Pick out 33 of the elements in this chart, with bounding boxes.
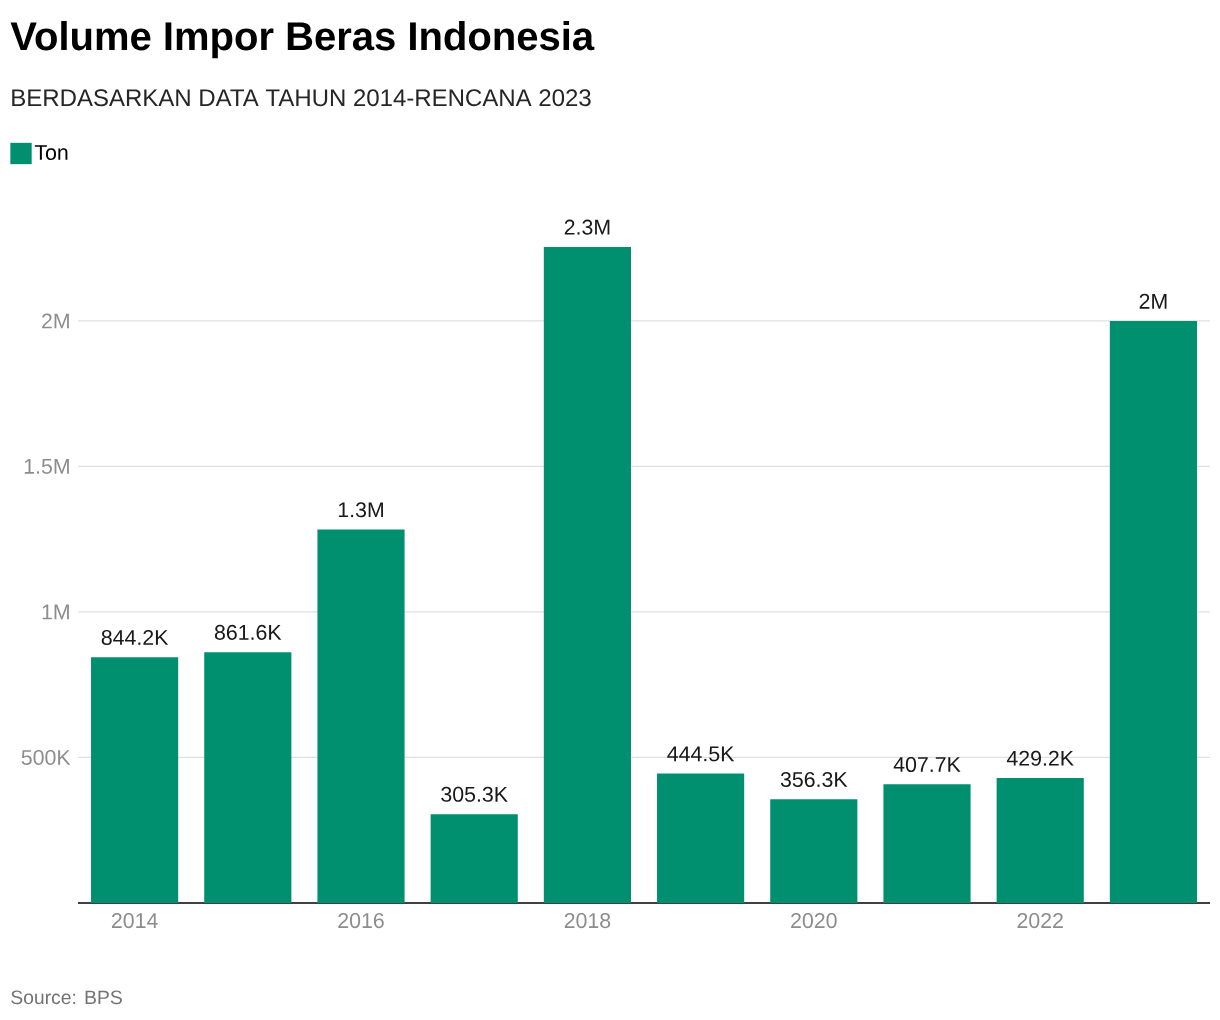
x-tick-label: 2016 bbox=[338, 913, 384, 929]
data-label: 2.3M bbox=[564, 219, 610, 235]
bar bbox=[770, 799, 858, 903]
bar bbox=[883, 784, 971, 903]
data-label: 407.7K bbox=[893, 756, 961, 773]
bar bbox=[204, 652, 292, 903]
x-tick-label: 2014 bbox=[111, 913, 158, 929]
data-label: 305.3K bbox=[441, 786, 508, 802]
legend-label: Ton bbox=[34, 145, 68, 161]
bar bbox=[430, 814, 518, 903]
data-label: 2M bbox=[1139, 293, 1167, 309]
bar bbox=[91, 657, 179, 903]
data-label: 444.5K bbox=[667, 746, 735, 762]
data-label: 844.2K bbox=[101, 629, 169, 646]
y-tick-label: 500K bbox=[21, 749, 71, 766]
y-tick-label: 1.5M bbox=[24, 458, 69, 474]
data-label: 861.6K bbox=[214, 624, 282, 640]
bar bbox=[543, 246, 631, 903]
x-tick-label: 2018 bbox=[564, 913, 611, 929]
bar bbox=[317, 529, 405, 903]
data-label: 356.3K bbox=[780, 771, 848, 788]
chart-title: Volume Impor Beras Indonesia bbox=[10, 21, 595, 59]
y-tick-label: 1M bbox=[42, 604, 69, 620]
x-tick-label: 2020 bbox=[791, 913, 837, 929]
y-tick-label: 2M bbox=[42, 313, 69, 329]
data-label: 429.2K bbox=[1006, 750, 1074, 766]
data-label: 1.3M bbox=[338, 502, 383, 518]
bar bbox=[657, 773, 745, 903]
x-tick-label: 2022 bbox=[1017, 913, 1063, 929]
bar bbox=[1109, 320, 1197, 903]
source-note: Source: BPS bbox=[11, 990, 122, 1005]
bar bbox=[996, 778, 1084, 903]
chart-subtitle: BERDASARKAN DATA TAHUN 2014-RENCANA 2023 bbox=[12, 89, 591, 107]
